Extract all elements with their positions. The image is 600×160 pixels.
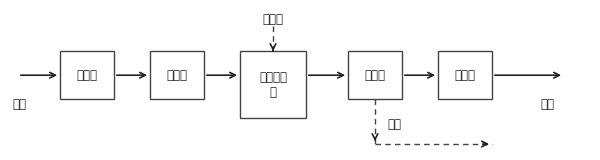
Text: 调节池: 调节池 (77, 69, 98, 82)
Bar (150, 51, 204, 99)
Bar (60, 51, 114, 99)
Text: 废水: 废水 (12, 97, 26, 111)
Bar (348, 51, 402, 99)
Bar (438, 51, 492, 99)
Text: 活性焦: 活性焦 (263, 13, 284, 26)
Text: 气浮池: 气浮池 (167, 69, 187, 82)
Text: 排泥: 排泥 (387, 118, 401, 131)
Text: 沉淀池: 沉淀池 (365, 69, 386, 82)
Bar (240, 51, 306, 118)
Text: 砂滤池: 砂滤池 (455, 69, 476, 82)
Text: 出水: 出水 (540, 97, 554, 111)
Text: 普通曝气
池: 普通曝气 池 (259, 71, 287, 99)
